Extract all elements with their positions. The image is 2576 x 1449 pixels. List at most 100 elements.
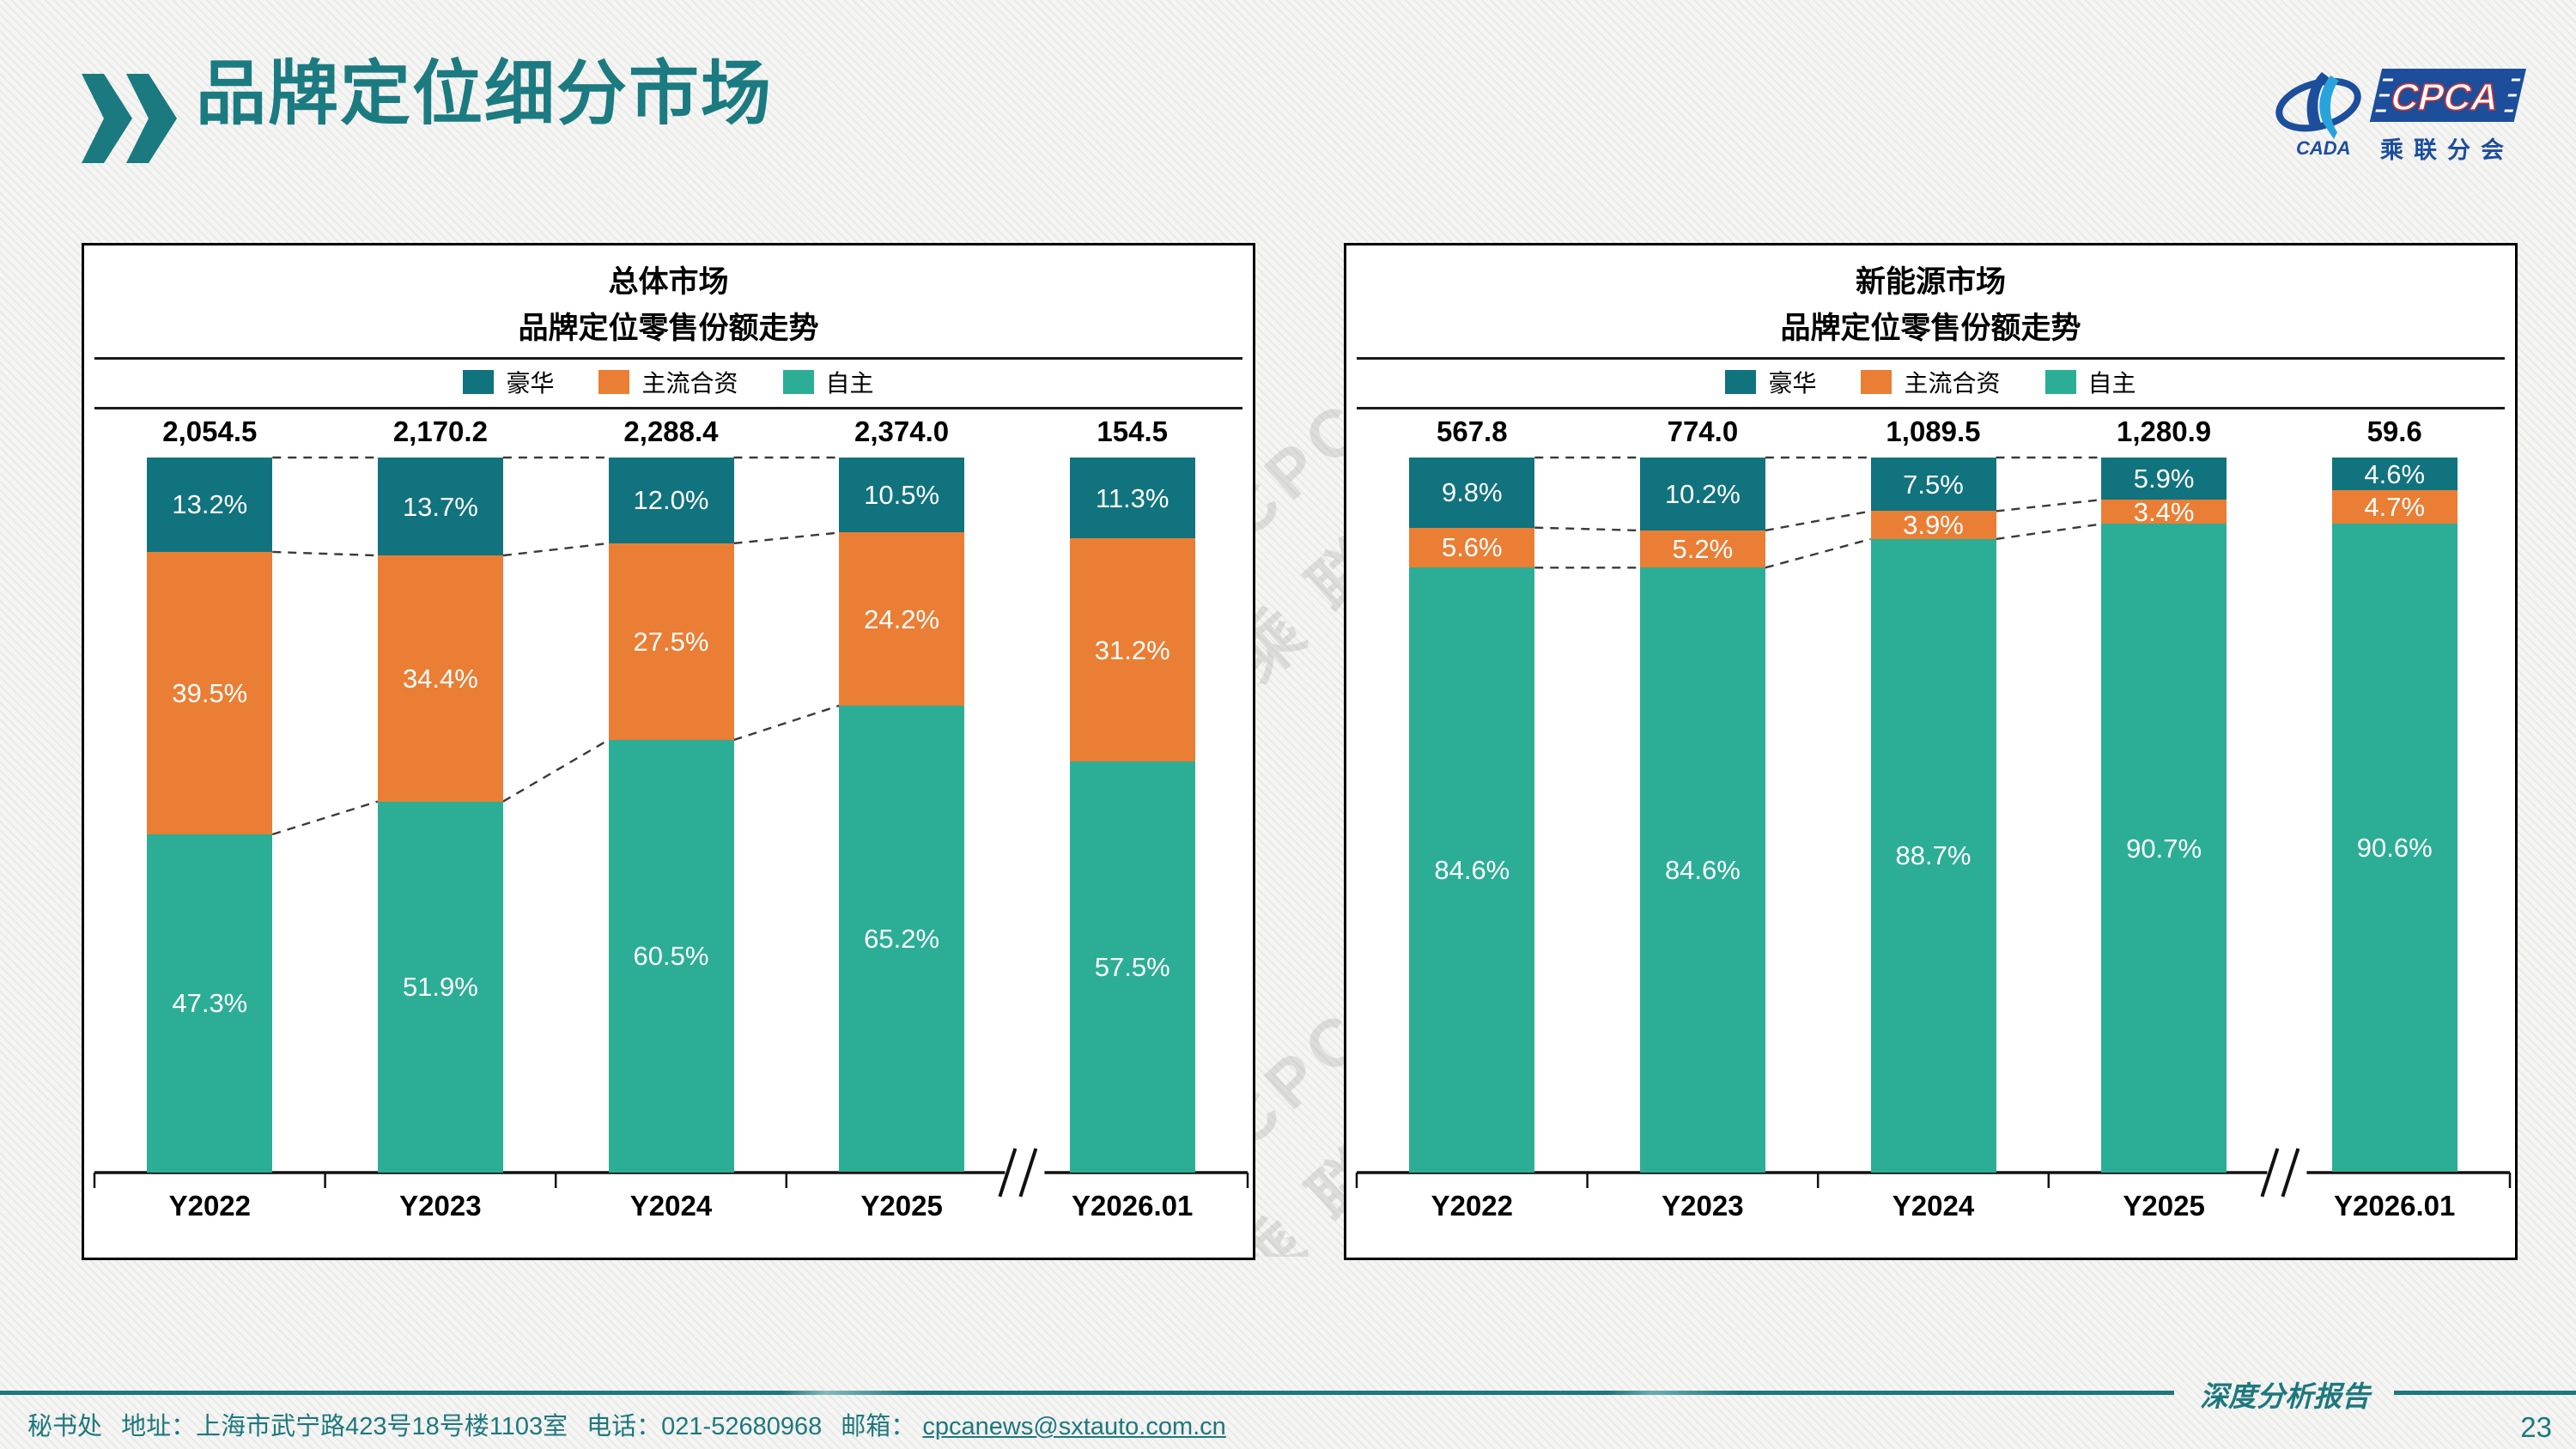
category-axis-labels: Y2022 Y2023 Y2024 Y2025 Y2026.01 [1357,1190,2510,1228]
total-label: 774.0 [1667,415,1739,447]
bar-segment: 4.6% [2331,458,2458,491]
page-title: 品牌定位细分市场 [196,55,774,133]
footer-contact: 秘书处 地址：上海市武宁路423号18号楼1103室 电话：021-526809… [27,1406,1226,1442]
divider [1357,407,2505,409]
category-label: Y2022 [1431,1190,1514,1222]
connector-dashed-line [502,542,609,557]
legend-swatch [1725,370,1757,394]
footer-phone: 电话：021-52680968 [586,1413,823,1440]
bar-column-Y2023: 10.2% 5.2% 84.6% [1639,458,1765,1173]
segment-value-label: 84.6% [1434,855,1510,886]
segment-value-label: 27.5% [633,626,709,657]
segment-value-label: 9.8% [1441,477,1503,508]
bar-segment: 90.6% [2331,524,2458,1173]
total-label: 154.5 [1097,415,1168,447]
segment-value-label: 34.4% [402,663,478,694]
svg-text:CADA: CADA [2296,137,2351,159]
total-label: 2,374.0 [854,415,950,447]
bar-column-Y2023: 13.7% 34.4% 51.9% [377,458,503,1173]
segment-value-label: 84.6% [1664,855,1741,886]
bar-segment: 47.3% [147,834,273,1173]
segment-value-label: 11.3% [1095,482,1170,513]
bar-column-Y2026.01: 11.3% 31.2% 57.5% [1069,458,1195,1173]
legend-item: 主流合资 [598,365,738,399]
segment-value-label: 13.7% [402,491,478,522]
segment-value-label: 10.5% [864,480,940,511]
bar-segment: 13.2% [147,458,273,552]
legend-swatch [1861,370,1893,394]
segment-value-label: 57.5% [1094,952,1170,982]
segment-value-label: 10.2% [1664,478,1741,509]
chart-title-line2: 品牌定位零售份额走势 [1780,312,2081,346]
bar-segment: 84.6% [1639,567,1765,1173]
category-label: Y2024 [629,1190,713,1222]
chart-title-line2: 品牌定位零售份额走势 [518,312,819,346]
segment-value-label: 65.2% [864,924,940,955]
double-chevron-icon [73,74,180,167]
total-label: 1,089.5 [1886,415,1981,447]
bar-segment: 5.6% [1409,527,1535,568]
category-label: Y2023 [399,1190,482,1222]
bar-column-Y2025: 10.5% 24.2% 65.2% [839,458,965,1173]
connector-dashed-line [502,738,610,803]
bar-segment: 90.7% [2101,524,2227,1173]
category-label: Y2025 [860,1190,943,1222]
category-label: Y2023 [1662,1190,1744,1222]
bar-segment: 13.7% [377,458,503,556]
bar-segment: 24.2% [839,532,965,706]
bar-segment: 39.5% [147,551,273,834]
bar-segment: 5.2% [1639,530,1765,568]
page-number: 23 [2520,1411,2552,1443]
bar-segment: 60.5% [608,740,734,1173]
legend-swatch [598,370,630,394]
segment-value-label: 3.4% [2133,496,2195,527]
footer-email-label: 邮箱： [841,1413,916,1440]
bar-segment: 10.5% [839,458,965,533]
connector-dashed-line [1996,523,2102,541]
totals-row: 2,054.5 2,170.2 2,288.4 2,374.0 154.5 [94,415,1248,450]
segment-value-label: 90.6% [2356,833,2433,864]
bar-column-Y2026.01: 4.6% 4.7% 90.6% [2331,458,2458,1173]
bar-segment: 57.5% [1069,761,1195,1173]
category-axis-labels: Y2022 Y2023 Y2024 Y2025 Y2026.01 [94,1190,1248,1228]
plot-area: 9.8% 5.6% 84.6% 10.2% 5.2% 84.6% 7.5% 3.9% 88.7%… [1355,456,2512,1197]
segment-value-label: 4.6% [2364,458,2426,489]
connector-dashed-line [1765,537,1871,569]
legend-label: 主流合资 [1904,370,2001,397]
footer-email-link[interactable]: cpcanews@sxtauto.com.cn [922,1413,1226,1440]
chart-title: 总体市场 品牌定位零售份额走势 [84,259,1253,353]
divider [1357,357,2505,360]
segment-value-label: 4.7% [2364,492,2426,523]
cada-ellipse-icon: CADA [2275,72,2361,159]
segment-value-label: 5.9% [2133,464,2195,494]
segment-value-label: 47.3% [172,988,248,1019]
axis-break-slash [1018,1148,1038,1197]
svg-text:乘联分会: 乘联分会 [2379,137,2514,161]
bar-segment: 31.2% [1069,538,1195,762]
legend-swatch [782,370,814,394]
legend-item: 自主 [782,365,874,399]
chart-title: 新能源市场 品牌定位零售份额走势 [1346,259,2515,353]
axis-and-connectors [1355,456,2512,1197]
bar-column-Y2024: 12.0% 27.5% 60.5% [608,458,734,1173]
segment-value-label: 39.5% [172,677,248,708]
bar-segment: 4.7% [2331,490,2458,524]
connector-dashed-line [272,550,378,557]
axis-and-connectors [93,456,1249,1197]
watermark-strip: CPCA 乘 联 CPCA 乘 联 [1243,247,1355,1257]
axis-break-slash [2281,1148,2300,1197]
bar-segment: 7.5% [1870,458,1996,512]
bar-column-Y2024: 7.5% 3.9% 88.7% [1870,458,1996,1173]
legend-label: 自主 [825,370,874,397]
connector-dashed-line [733,531,840,545]
plot-area: 13.2% 39.5% 47.3% 13.7% 34.4% 51.9% 12.0% 27.5%… [93,456,1249,1197]
totals-row: 567.8 774.0 1,089.5 1,280.9 59.6 [1357,415,2510,450]
segment-value-label: 13.2% [172,489,248,520]
connector-dashed-line [733,704,840,742]
bar-column-Y2022: 9.8% 5.6% 84.6% [1409,458,1535,1173]
total-label: 567.8 [1437,415,1508,447]
connector-dashed-line [1765,510,1871,532]
legend-item: 豪华 [463,365,554,399]
segment-value-label: 5.2% [1672,534,1734,565]
